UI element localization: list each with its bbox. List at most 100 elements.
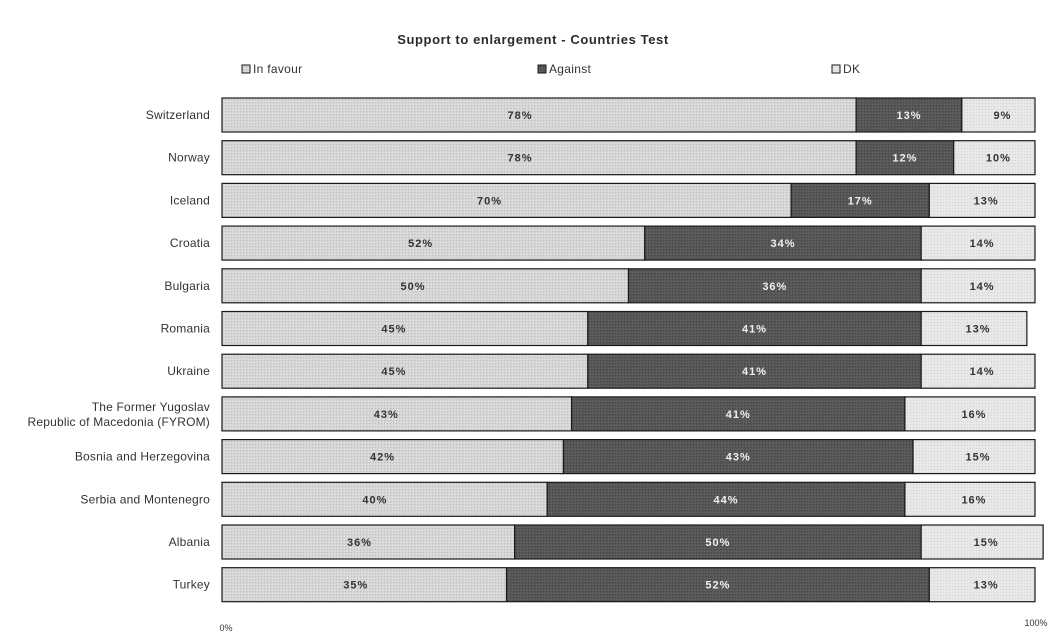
data-label-dk-croatia: 14% xyxy=(970,238,995,250)
category-label-ukraine: Ukraine xyxy=(167,364,210,378)
legend-swatch-dk xyxy=(831,64,841,74)
data-label-against-turkey: 52% xyxy=(705,580,730,592)
bar-row-norway: 78% 12% 10% xyxy=(221,140,1036,176)
data-label-against-iceland: 17% xyxy=(848,195,873,207)
bar-row-romania: 45% 41% 13% xyxy=(221,310,1028,347)
bar-segment-dk-albania xyxy=(920,524,1044,560)
data-label-dk-bulgaria: 14% xyxy=(970,281,995,293)
data-label-against-ukraine: 41% xyxy=(742,366,767,378)
bar-segment-in-favour-croatia xyxy=(221,225,646,261)
bar-segment-against-bosnia-and-herzegovina xyxy=(562,439,914,475)
legend: In favour Against DK xyxy=(241,62,860,76)
bar-segment-in-favour-the-former-yugoslav-republic-of-macedonia-fyrom xyxy=(221,396,573,432)
data-label-dk-switzerland: 9% xyxy=(993,110,1011,122)
category-label-bosnia-and-herzegovina: Bosnia and Herzegovina xyxy=(75,450,210,464)
bars: 78% 13% 9%78% 12% 10%70% 17% 13%52% 34% 14%50% 36… xyxy=(221,97,1044,603)
data-label-in-favour-turkey: 35% xyxy=(343,580,368,592)
bar-segment-against-the-former-yugoslav-republic-of-macedonia-fyrom xyxy=(570,396,906,432)
bar-segment-against-norway xyxy=(855,140,955,176)
data-label-dk-iceland: 13% xyxy=(974,195,999,207)
data-label-against-croatia: 34% xyxy=(770,238,795,250)
bar-segment-against-iceland xyxy=(790,182,930,218)
bar-row-croatia: 52% 34% 14% xyxy=(221,225,1036,261)
bar-row-bosnia-and-herzegovina: 42% 43% 15% xyxy=(221,439,1036,475)
bar-segment-dk-turkey xyxy=(928,567,1036,603)
bar-segment-dk-the-former-yugoslav-republic-of-macedonia-fyrom xyxy=(904,396,1036,432)
data-label-dk-ukraine: 14% xyxy=(970,366,995,378)
bar-segment-against-ukraine xyxy=(587,353,922,389)
legend-label-in-favour: In favour xyxy=(253,62,302,76)
category-label-bulgaria: Bulgaria xyxy=(164,279,210,293)
data-label-against-switzerland: 13% xyxy=(896,110,921,122)
data-label-dk-albania: 15% xyxy=(974,537,999,549)
data-label-against-romania: 41% xyxy=(742,324,767,336)
legend-swatch-in-favour xyxy=(241,64,251,74)
bar-row-turkey: 35% 52% 13% xyxy=(221,567,1036,603)
data-label-against-the-former-yugoslav-republic-of-macedonia-fyrom: 41% xyxy=(726,409,751,421)
category-label-serbia-and-montenegro: Serbia and Montenegro xyxy=(80,492,210,506)
x-tick-label-0: 0% xyxy=(219,623,232,633)
x-axis: 0% 100% xyxy=(219,618,1047,633)
bar-segment-dk-switzerland xyxy=(961,97,1036,133)
category-label-the-former-yugoslav-republic-of-macedonia-fyrom: The Former Yugoslav Republic of Macedonia… xyxy=(27,400,210,429)
data-label-against-bosnia-and-herzegovina: 43% xyxy=(726,452,751,464)
data-label-in-favour-albania: 36% xyxy=(347,537,372,549)
category-label-albania: Albania xyxy=(169,535,211,549)
bar-segment-in-favour-romania xyxy=(221,310,589,347)
data-label-in-favour-ukraine: 45% xyxy=(381,366,406,378)
data-label-in-favour-norway: 78% xyxy=(508,153,533,165)
category-labels: Switzerland Norway Iceland Croatia Bulgaria R… xyxy=(27,108,211,592)
bar-row-the-former-yugoslav-republic-of-macedonia-fyrom: 43% 41% 16% xyxy=(221,396,1036,432)
bar-row-ukraine: 45% 41% 14% xyxy=(221,353,1036,389)
data-label-dk-the-former-yugoslav-republic-of-macedonia-fyrom: 16% xyxy=(961,409,986,421)
category-label-norway: Norway xyxy=(168,151,210,165)
legend-item-in-favour: In favour xyxy=(241,62,302,76)
bar-segment-against-bulgaria xyxy=(627,268,922,304)
category-label-croatia: Croatia xyxy=(170,236,210,250)
bar-segment-dk-serbia-and-montenegro xyxy=(904,481,1036,517)
bar-segment-in-favour-iceland xyxy=(221,182,792,218)
bar-segment-in-favour-bosnia-and-herzegovina xyxy=(221,439,565,475)
bar-row-serbia-and-montenegro: 40% 44% 16% xyxy=(221,481,1036,517)
data-label-against-albania: 50% xyxy=(705,537,730,549)
data-label-in-favour-the-former-yugoslav-republic-of-macedonia-fyrom: 43% xyxy=(374,409,399,421)
data-label-in-favour-switzerland: 78% xyxy=(508,110,533,122)
bar-segment-in-favour-bulgaria xyxy=(221,268,630,304)
bar-segment-dk-croatia xyxy=(920,225,1036,261)
bar-segment-dk-romania xyxy=(920,310,1028,347)
bar-segment-against-switzerland xyxy=(855,97,963,133)
data-label-in-favour-bosnia-and-herzegovina: 42% xyxy=(370,452,395,464)
data-label-dk-norway: 10% xyxy=(986,153,1011,165)
legend-label-against: Against xyxy=(549,62,591,76)
bar-segment-against-turkey xyxy=(505,567,930,603)
data-label-dk-serbia-and-montenegro: 16% xyxy=(961,494,986,506)
data-label-against-norway: 12% xyxy=(892,153,917,165)
data-label-in-favour-serbia-and-montenegro: 40% xyxy=(362,494,387,506)
data-label-against-serbia-and-montenegro: 44% xyxy=(714,494,739,506)
bar-segment-dk-bulgaria xyxy=(920,268,1036,304)
legend-item-against: Against xyxy=(537,62,591,76)
bar-row-albania: 36% 50% 15% xyxy=(221,524,1044,560)
data-label-in-favour-bulgaria: 50% xyxy=(401,281,426,293)
legend-label-dk: DK xyxy=(843,62,860,76)
bar-segment-dk-bosnia-and-herzegovina xyxy=(912,439,1036,475)
bar-segment-dk-ukraine xyxy=(920,353,1036,389)
bar-segment-against-croatia xyxy=(644,225,922,261)
category-label-romania: Romania xyxy=(161,322,211,336)
bar-row-iceland: 70% 17% 13% xyxy=(221,182,1036,218)
bar-segment-in-favour-norway xyxy=(221,140,857,176)
data-label-against-bulgaria: 36% xyxy=(762,281,787,293)
category-label-turkey: Turkey xyxy=(173,578,210,592)
bar-row-switzerland: 78% 13% 9% xyxy=(221,97,1036,133)
data-label-in-favour-croatia: 52% xyxy=(408,238,433,250)
bar-segment-against-romania xyxy=(587,310,922,347)
category-label-iceland: Iceland xyxy=(170,193,210,207)
bar-segment-against-albania xyxy=(514,524,922,560)
chart-title: Support to enlargement - Countries Test xyxy=(397,32,669,47)
x-tick-label-100: 100% xyxy=(1024,618,1047,628)
data-label-dk-turkey: 13% xyxy=(974,580,999,592)
bar-row-bulgaria: 50% 36% 14% xyxy=(221,268,1036,304)
data-label-dk-romania: 13% xyxy=(966,324,991,336)
